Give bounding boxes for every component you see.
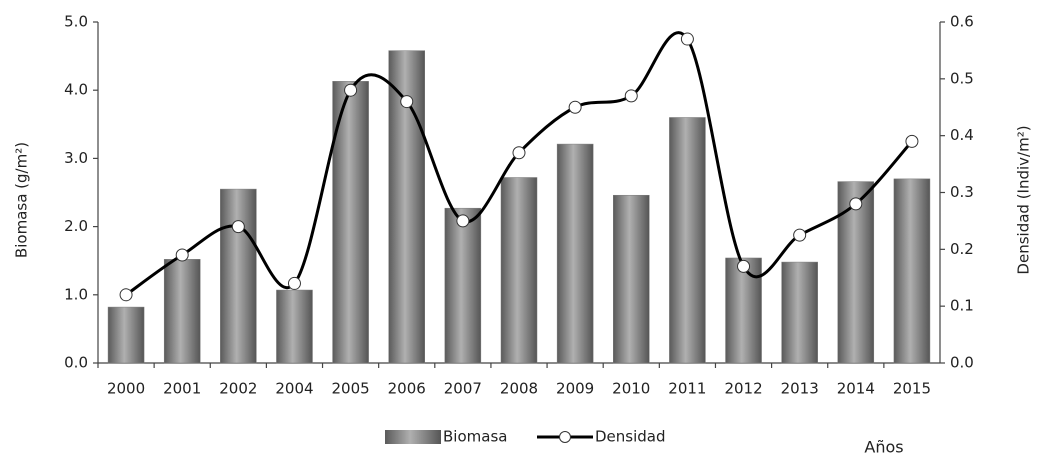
marker <box>568 100 582 114</box>
y-tick-label: 2.0 <box>64 217 88 235</box>
marker <box>231 220 245 234</box>
bar <box>669 117 706 364</box>
legend-marker <box>559 431 571 443</box>
y2-tick-label: 0.1 <box>950 297 974 315</box>
legend-swatch <box>385 430 441 444</box>
marker <box>175 248 189 262</box>
y-tick-label: 1.0 <box>64 285 88 303</box>
y-tick-label: 5.0 <box>64 13 88 31</box>
x-tick-label: 2013 <box>781 380 819 398</box>
marker <box>119 288 133 302</box>
x-tick-label: 2015 <box>893 380 931 398</box>
x-tick-label: 2008 <box>500 380 538 398</box>
bar <box>556 143 594 364</box>
x-tick-label: 2007 <box>444 380 482 398</box>
x-tick-label: 2005 <box>332 380 370 398</box>
bar <box>725 257 762 364</box>
y2-tick-label: 0.5 <box>950 69 974 87</box>
x-tick-label: 2006 <box>388 380 426 398</box>
bar <box>781 261 818 364</box>
x-tick-label: 2001 <box>163 380 201 398</box>
x-tick-label: 2000 <box>107 380 145 398</box>
x-tick-label: 2009 <box>556 380 594 398</box>
bar <box>613 194 650 364</box>
bar <box>500 177 538 364</box>
legend-label: Densidad <box>595 428 666 446</box>
x-tick-label: 2011 <box>668 380 706 398</box>
marker <box>849 197 863 211</box>
x-tick-label: 2014 <box>837 380 875 398</box>
marker <box>793 228 807 242</box>
x-tick-label: 2012 <box>724 380 762 398</box>
y-tick-label: 4.0 <box>64 81 88 99</box>
y-axis-label: Biomasa (g/m²) <box>13 142 31 258</box>
legend-label: Biomasa <box>443 428 507 446</box>
y2-tick-label: 0.6 <box>950 13 974 31</box>
marker <box>512 146 526 160</box>
marker <box>680 32 694 46</box>
bar <box>220 188 257 364</box>
marker <box>737 259 751 273</box>
x-tick-label: 2010 <box>612 380 650 398</box>
bar <box>107 306 145 364</box>
marker <box>456 214 470 228</box>
marker <box>400 95 414 109</box>
y-tick-label: 0.0 <box>64 354 88 372</box>
marker <box>344 83 358 97</box>
bar <box>332 81 369 364</box>
x-axis-label: Años <box>864 438 903 457</box>
x-tick-label: 2002 <box>219 380 257 398</box>
x-tick-label: 2004 <box>275 380 313 398</box>
bar <box>444 207 482 364</box>
bar <box>163 259 201 364</box>
y2-tick-label: 0.0 <box>950 354 974 372</box>
y2-axis-label: Densidad (Indiv/m²) <box>1015 125 1033 274</box>
marker <box>624 89 638 103</box>
bar <box>893 178 931 364</box>
y-tick-label: 3.0 <box>64 149 88 167</box>
y2-tick-label: 0.2 <box>950 240 974 258</box>
y2-tick-label: 0.3 <box>950 183 974 201</box>
bar <box>276 289 313 364</box>
y2-tick-label: 0.4 <box>950 126 974 144</box>
marker <box>905 134 919 148</box>
marker <box>287 276 301 290</box>
